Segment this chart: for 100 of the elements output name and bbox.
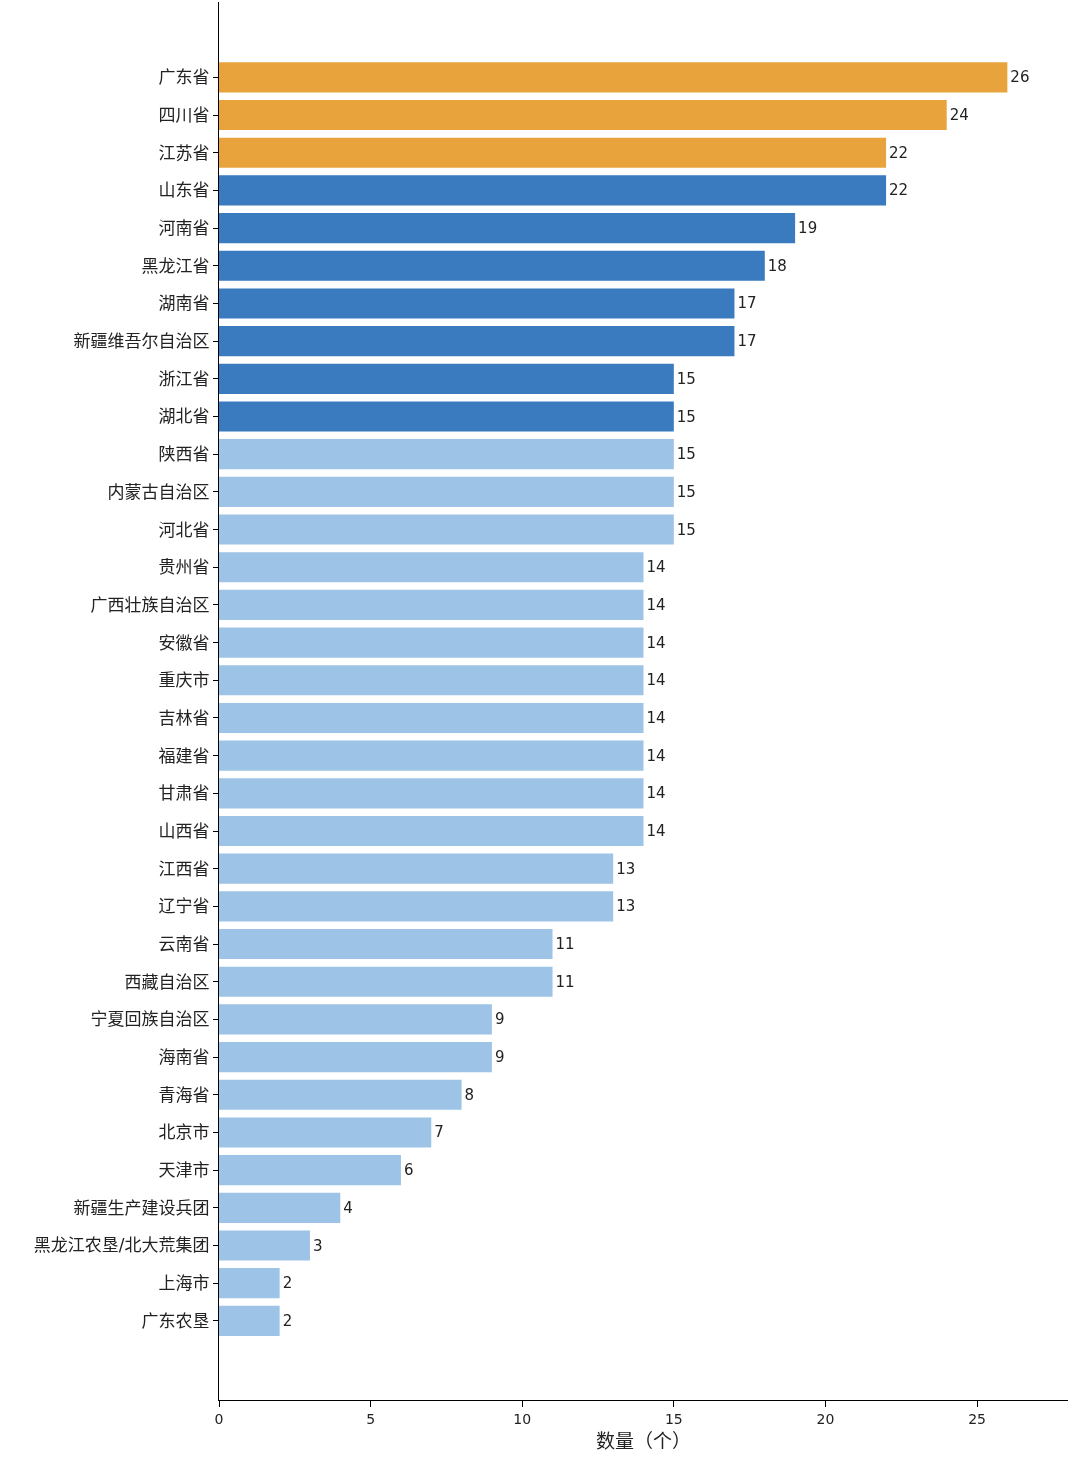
data-label: 9 — [494, 1010, 505, 1029]
y-tick-label: 贵州省 — [158, 557, 210, 578]
y-tick-label: 广西壮族自治区 — [90, 594, 210, 615]
y-tick-label: 山西省 — [158, 820, 210, 841]
data-label: 14 — [646, 746, 666, 765]
y-tick-label: 广东农垦 — [141, 1310, 210, 1331]
y-tick-label: 辽宁省 — [158, 896, 210, 917]
bar — [219, 627, 644, 658]
y-tick-label: 内蒙古自治区 — [107, 481, 210, 502]
data-label: 15 — [676, 445, 696, 464]
y-tick-label: 青海省 — [158, 1084, 210, 1105]
data-label: 14 — [646, 671, 666, 690]
x-axis-title: 数量（个） — [595, 1429, 692, 1452]
data-label: 3 — [312, 1236, 323, 1255]
bar — [219, 1079, 462, 1110]
bar — [219, 702, 644, 734]
bar — [219, 740, 644, 771]
bar — [219, 1042, 492, 1073]
bar — [219, 552, 644, 583]
data-label: 8 — [464, 1085, 475, 1104]
bar — [219, 476, 674, 507]
y-tick-label: 四川省 — [158, 105, 210, 125]
x-tick-label: 25 — [968, 1410, 986, 1427]
y-tick-label: 重庆市 — [158, 670, 210, 691]
data-label: 15 — [676, 482, 696, 501]
data-label: 15 — [676, 520, 696, 539]
bar — [219, 891, 614, 922]
y-tick-label: 吉林省 — [158, 707, 210, 728]
data-label: 14 — [646, 708, 666, 727]
x-tick-label: 5 — [366, 1410, 376, 1427]
bar — [219, 1268, 280, 1299]
y-tick-label: 河南省 — [158, 218, 210, 239]
data-label: 14 — [646, 784, 666, 803]
bar — [219, 815, 644, 847]
bar — [219, 514, 674, 545]
y-tick-label: 安徽省 — [158, 632, 210, 653]
data-label: 15 — [676, 369, 696, 388]
y-tick-label: 黑龙江农垦/北大荒集团 — [33, 1235, 210, 1256]
y-tick-label: 西藏自治区 — [124, 971, 210, 992]
y-tick-label: 新疆维吾尔自治区 — [73, 331, 210, 352]
y-tick-label: 湖南省 — [158, 293, 210, 314]
bar — [219, 250, 765, 281]
data-label: 2 — [282, 1311, 293, 1330]
bar — [219, 99, 947, 131]
data-label: 15 — [676, 407, 696, 426]
y-tick-label: 陕西省 — [158, 444, 210, 465]
data-label: 7 — [434, 1123, 444, 1142]
data-label: 11 — [555, 935, 575, 954]
bar — [219, 213, 796, 244]
data-label: 19 — [798, 219, 818, 238]
data-label: 14 — [646, 633, 666, 652]
bar — [219, 62, 1008, 93]
bar — [219, 175, 887, 206]
data-label: 17 — [737, 294, 757, 313]
y-tick-label: 山东省 — [158, 180, 210, 201]
bar — [219, 589, 644, 620]
data-label: 22 — [889, 181, 909, 200]
y-tick-label: 黑龙江省 — [141, 255, 210, 276]
y-tick-label: 福建省 — [158, 745, 210, 766]
data-label: 14 — [646, 558, 666, 577]
bar — [219, 137, 887, 168]
data-label: 17 — [737, 332, 757, 351]
x-tick-label: 20 — [816, 1410, 835, 1427]
data-label: 13 — [616, 859, 636, 878]
bar — [219, 966, 553, 997]
data-label: 6 — [403, 1161, 414, 1180]
y-tick-label: 北京市 — [158, 1122, 210, 1143]
y-tick-label: 天津市 — [158, 1160, 210, 1181]
data-label: 14 — [646, 822, 666, 841]
y-tick-label: 湖北省 — [158, 406, 210, 427]
x-tick-label: 15 — [664, 1410, 683, 1427]
y-tick-label: 云南省 — [158, 934, 210, 954]
bar — [219, 288, 735, 319]
bar — [219, 665, 644, 696]
y-tick-label: 宁夏回族自治区 — [90, 1009, 210, 1030]
y-tick-label: 江西省 — [158, 858, 210, 879]
data-label: 26 — [1010, 68, 1030, 87]
bar — [219, 1004, 492, 1035]
y-tick-label: 甘肃省 — [158, 783, 210, 804]
y-tick-label: 河北省 — [158, 519, 210, 540]
data-label: 4 — [343, 1198, 353, 1217]
x-tick-label: 10 — [513, 1410, 532, 1427]
data-label: 24 — [949, 106, 969, 125]
y-tick-label: 浙江省 — [158, 368, 210, 389]
y-tick-label: 上海市 — [158, 1273, 210, 1294]
bar — [219, 401, 674, 432]
bar — [219, 1230, 310, 1261]
y-tick-label: 新疆生产建设兵团 — [73, 1197, 210, 1218]
data-label: 18 — [767, 256, 787, 275]
y-tick-label: 广东省 — [158, 67, 210, 88]
bar — [219, 326, 735, 357]
data-label: 22 — [889, 143, 909, 162]
y-tick-label: 海南省 — [158, 1047, 210, 1068]
y-tick-label: 江苏省 — [158, 142, 210, 163]
bar — [219, 1117, 432, 1148]
bar — [219, 363, 674, 394]
bar — [219, 1192, 341, 1223]
bar — [219, 928, 553, 960]
bar — [219, 778, 644, 809]
bar — [219, 853, 614, 884]
